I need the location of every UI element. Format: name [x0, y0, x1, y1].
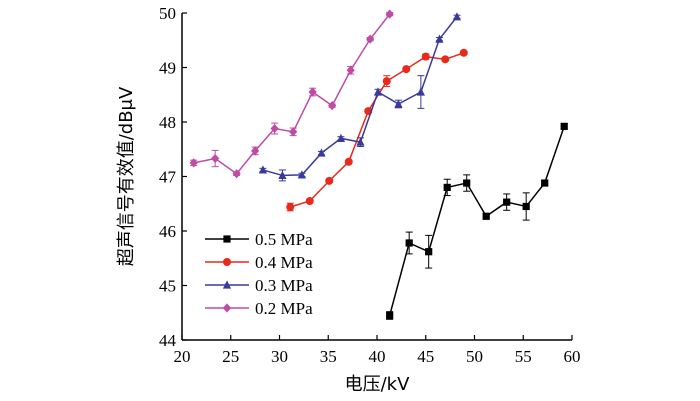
- legend-label: 0.4 MPa: [255, 253, 313, 272]
- data-point: [382, 77, 391, 86]
- data-point: [560, 122, 568, 130]
- y-tick-label: 50: [159, 4, 176, 23]
- x-tick-label: 35: [320, 347, 337, 366]
- x-tick-label: 20: [174, 347, 191, 366]
- data-point: [356, 137, 365, 146]
- legend-item: 0.4 MPa: [205, 253, 313, 272]
- data-point: [211, 153, 220, 164]
- data-point: [463, 179, 471, 187]
- data-point: [503, 198, 511, 206]
- data-point: [394, 99, 403, 108]
- data-point: [443, 183, 451, 191]
- data-point: [286, 203, 295, 212]
- x-axis-title: 电压/kV: [345, 374, 410, 395]
- series-line: [262, 16, 458, 177]
- data-point: [289, 127, 298, 137]
- y-axis-title: 超声信号有效值/dBμV: [116, 86, 137, 266]
- data-point: [421, 52, 430, 61]
- data-point: [336, 133, 346, 142]
- series-line: [193, 13, 391, 175]
- legend-item: 0.5 MPa: [205, 230, 313, 249]
- series-2: [258, 12, 462, 182]
- series-1: [286, 48, 468, 212]
- data-point: [416, 87, 425, 96]
- data-point: [522, 202, 530, 211]
- plot-area: [181, 13, 572, 341]
- series-line: [290, 52, 465, 208]
- data-point: [441, 55, 450, 64]
- y-tick-label: 46: [159, 222, 176, 241]
- legend: 0.5 MPa 0.4 MPa 0.3 MPa 0.2 MPa: [205, 230, 313, 318]
- data-point: [308, 87, 317, 97]
- data-point: [328, 101, 337, 111]
- data-point: [232, 169, 241, 179]
- data-point: [402, 65, 411, 74]
- data-point: [541, 179, 549, 187]
- series-0: [386, 122, 568, 320]
- data-point: [278, 170, 287, 180]
- y-tick-label: 45: [159, 277, 176, 296]
- legend-marker: [223, 258, 231, 266]
- x-tick-label: 45: [417, 347, 434, 366]
- data-point: [270, 123, 279, 134]
- data-point: [344, 157, 353, 166]
- data-point: [297, 170, 307, 179]
- y-axis-ticks: 44 45 46 47 48 49 50: [159, 4, 187, 350]
- data-point: [317, 148, 326, 157]
- series-3: [189, 9, 394, 179]
- y-tick-label: 48: [159, 113, 176, 132]
- data-point: [386, 311, 394, 320]
- data-point: [405, 239, 413, 247]
- y-tick-label: 44: [159, 331, 177, 350]
- series-line: [388, 126, 565, 316]
- data-point: [435, 34, 444, 43]
- data-point: [325, 176, 334, 185]
- legend-label: 0.5 MPa: [255, 230, 313, 249]
- y-tick-label: 47: [159, 168, 177, 187]
- data-point: [459, 48, 468, 57]
- data-point: [452, 12, 462, 21]
- x-tick-label: 25: [222, 347, 239, 366]
- legend-label: 0.3 MPa: [255, 276, 313, 295]
- legend-marker: [222, 280, 232, 289]
- x-tick-label: 30: [271, 347, 288, 366]
- data-point: [346, 65, 355, 75]
- x-tick-label: 40: [369, 347, 386, 366]
- data-point: [373, 87, 383, 96]
- data-point: [385, 9, 394, 19]
- data-point: [305, 197, 314, 206]
- data-point: [366, 34, 375, 44]
- legend-marker: [223, 235, 231, 243]
- x-tick-label: 55: [515, 347, 532, 366]
- x-tick-label: 50: [466, 347, 483, 366]
- data-point: [189, 158, 198, 168]
- x-tick-label: 60: [564, 347, 581, 366]
- data-point: [482, 212, 490, 220]
- legend-marker: [222, 303, 232, 313]
- legend-item: 0.2 MPa: [205, 299, 313, 318]
- y-tick-label: 49: [159, 59, 176, 78]
- x-axis-ticks: 20 25 30 35 40 45 50 55 60: [174, 335, 581, 366]
- data-point: [258, 165, 268, 174]
- data-point: [251, 146, 260, 156]
- legend-label: 0.2 MPa: [255, 299, 313, 318]
- legend-item: 0.3 MPa: [205, 276, 313, 295]
- series-layer: [189, 9, 568, 320]
- data-point: [425, 248, 433, 256]
